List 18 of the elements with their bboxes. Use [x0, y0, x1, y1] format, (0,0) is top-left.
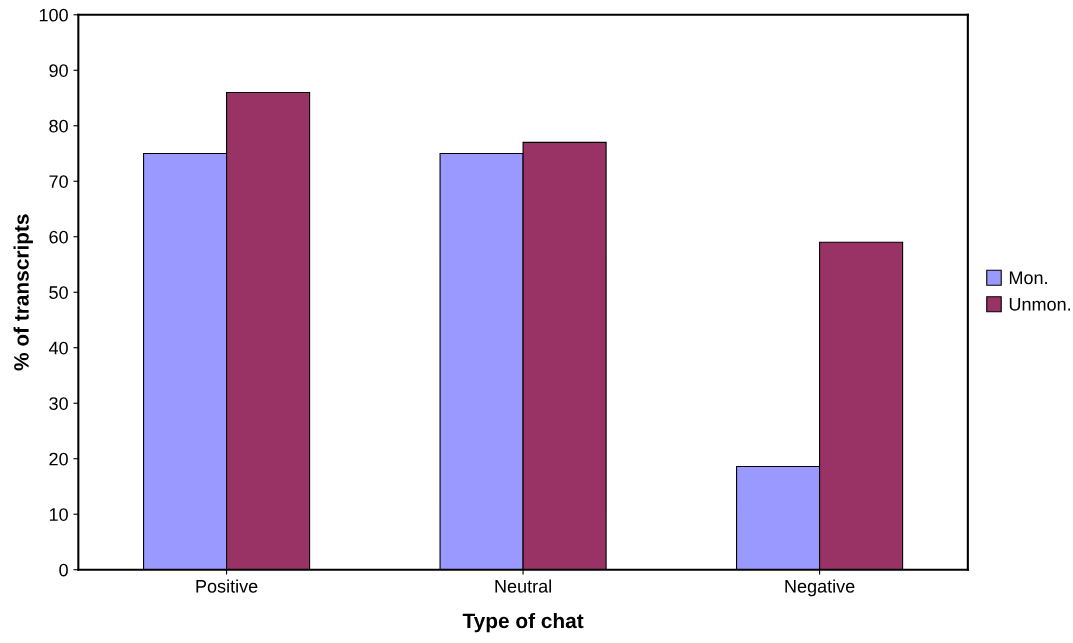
legend-label: Mon.	[1009, 271, 1047, 285]
y-tick-label: 100	[39, 8, 68, 22]
y-tick-label: 10	[49, 508, 68, 521]
y-tick-label: 90	[49, 64, 68, 77]
y-tick-label: 60	[49, 230, 68, 244]
y-tick-label: 50	[49, 286, 68, 299]
y-tick-label: 20	[49, 452, 68, 466]
legend-label: Unmon.	[1009, 298, 1070, 311]
y-axis-title: % of transcripts	[13, 214, 33, 371]
y-tick-label: 80	[49, 119, 68, 133]
y-tick-label: 30	[49, 397, 68, 410]
x-tick-label: Positive	[196, 579, 258, 593]
y-tick-label: 40	[48, 341, 68, 355]
y-tick-label: 70	[49, 175, 68, 188]
x-tick-label: Neutral	[495, 579, 551, 593]
y-tick-label: 0	[59, 563, 68, 577]
x-axis-title: Type of chat	[462, 612, 584, 633]
x-tick-label: Negative	[785, 579, 855, 597]
